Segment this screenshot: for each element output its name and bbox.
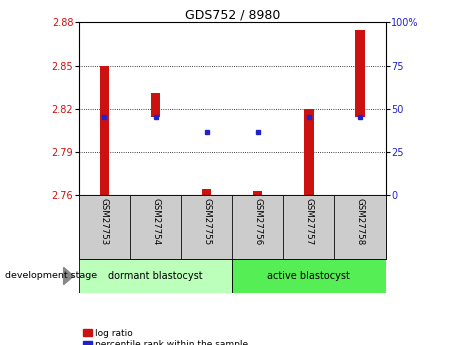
Bar bbox=[253, 190, 262, 195]
Bar bbox=[202, 189, 212, 195]
Text: active blastocyst: active blastocyst bbox=[267, 271, 350, 281]
Title: GDS752 / 8980: GDS752 / 8980 bbox=[184, 8, 280, 21]
FancyBboxPatch shape bbox=[79, 195, 130, 259]
Bar bbox=[304, 109, 313, 195]
Text: GSM27753: GSM27753 bbox=[100, 198, 109, 245]
FancyBboxPatch shape bbox=[335, 195, 386, 259]
Text: GSM27758: GSM27758 bbox=[355, 198, 364, 245]
Polygon shape bbox=[64, 267, 74, 285]
Bar bbox=[355, 30, 365, 117]
FancyBboxPatch shape bbox=[181, 195, 232, 259]
Text: development stage: development stage bbox=[5, 272, 97, 280]
FancyBboxPatch shape bbox=[232, 195, 283, 259]
FancyBboxPatch shape bbox=[283, 195, 335, 259]
FancyBboxPatch shape bbox=[130, 195, 181, 259]
Text: GSM27756: GSM27756 bbox=[253, 198, 262, 245]
Text: GSM27757: GSM27757 bbox=[304, 198, 313, 245]
FancyBboxPatch shape bbox=[79, 259, 232, 293]
Text: dormant blastocyst: dormant blastocyst bbox=[108, 271, 203, 281]
Text: GSM27754: GSM27754 bbox=[151, 198, 160, 245]
Text: GSM27755: GSM27755 bbox=[202, 198, 211, 245]
Bar bbox=[151, 93, 160, 117]
FancyBboxPatch shape bbox=[232, 259, 386, 293]
Legend: log ratio, percentile rank within the sample: log ratio, percentile rank within the sa… bbox=[83, 329, 249, 345]
Bar bbox=[100, 66, 109, 195]
